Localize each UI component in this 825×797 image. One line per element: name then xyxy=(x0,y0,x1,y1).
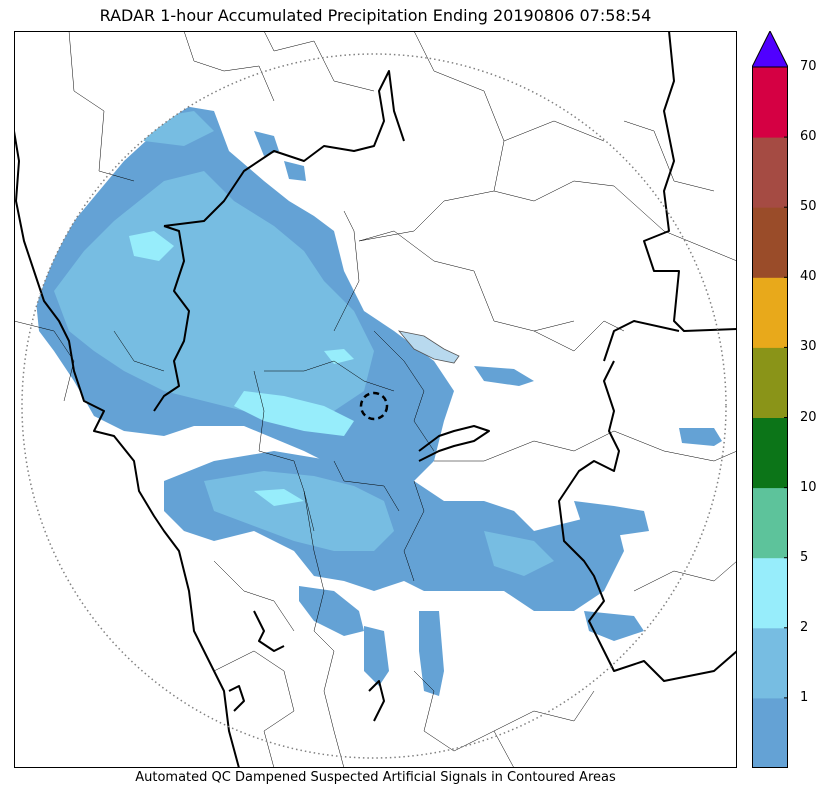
district-boundaries xyxy=(14,31,737,768)
colorbar-tick-label: 2 xyxy=(800,619,809,635)
colorbar-tick-label: 30 xyxy=(800,339,817,355)
precip-moderate-northwest xyxy=(54,171,374,421)
colorbar-tick-label: 50 xyxy=(800,199,817,215)
colorbar-band-10-20 xyxy=(752,417,788,489)
colorbar-band-0-1 xyxy=(752,697,788,768)
colorbar-tick-label: 70 xyxy=(800,59,817,74)
precip-light-band-b xyxy=(364,626,389,686)
colorbar-tick-label: 40 xyxy=(800,269,817,285)
precipitation-layer xyxy=(34,106,722,696)
map-frame xyxy=(14,31,737,768)
colorbar-tick-label: 5 xyxy=(800,549,809,565)
colorbar-band-30-40 xyxy=(752,277,788,348)
colorbar-band-20-30 xyxy=(752,347,788,418)
qc-dampened-clutter xyxy=(397,330,460,364)
colorbar-tick-label: 60 xyxy=(800,129,817,145)
colorbar-band-50-60 xyxy=(752,137,788,208)
precip-heavy-band-3 xyxy=(324,349,354,364)
precip-heavy-band-4 xyxy=(254,489,304,506)
range-ring xyxy=(21,53,727,759)
precip-heavy-band-2 xyxy=(129,231,174,261)
colorbar-band-2-5 xyxy=(752,557,788,629)
radar-site-marker[interactable] xyxy=(359,391,389,421)
colorbar-band-1-2 xyxy=(752,627,788,699)
precip-light-east xyxy=(679,428,722,446)
state-boundaries xyxy=(14,31,737,768)
precip-light-southeast-b xyxy=(584,611,644,641)
qc-footer-note: Automated QC Dampened Suspected Artifici… xyxy=(135,770,616,785)
precip-light-band-a xyxy=(299,586,364,636)
colorbar-extend-arrow xyxy=(752,31,788,68)
colorbar-band-60-70 xyxy=(752,67,788,138)
precip-moderate-south xyxy=(204,471,394,551)
colorbar-tick-label: 10 xyxy=(800,479,817,495)
precip-heavy-band-1 xyxy=(234,391,354,436)
colorbar-band-40-50 xyxy=(752,207,788,278)
colorbar-band-5-10 xyxy=(752,487,788,559)
map-title: RADAR 1-hour Accumulated Precipitation E… xyxy=(99,6,652,25)
colorbar xyxy=(752,31,788,768)
radar-map[interactable] xyxy=(14,31,737,768)
colorbar-tick-label: 20 xyxy=(800,409,817,425)
precip-moderate-east xyxy=(484,531,554,576)
precip-light-band-c xyxy=(419,611,444,696)
colorbar-tick-label: 1 xyxy=(800,689,809,705)
precip-light-southeast xyxy=(574,501,649,536)
